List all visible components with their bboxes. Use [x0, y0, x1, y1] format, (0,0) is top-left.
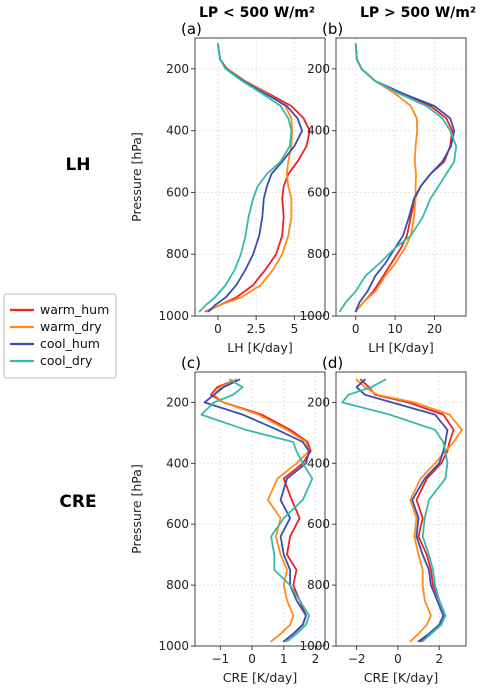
x-axis-label: CRE [K/day] [223, 670, 297, 685]
y-tick-label: 400 [166, 456, 189, 470]
axes-frame [194, 371, 326, 647]
panel-label: (d) [322, 354, 343, 372]
y-tick-label: 200 [307, 62, 330, 76]
y-tick-label: 600 [166, 517, 189, 531]
panel-label: (a) [181, 20, 202, 38]
y-tick-label: 400 [307, 456, 330, 470]
series-line-warm-dry [355, 378, 463, 643]
panel-b: 0 10 20 200 400 600 800 1000 LH [K/day] (b) [299, 20, 467, 355]
y-tick-label: 600 [307, 185, 330, 199]
x-tick-label: 0 [352, 322, 360, 336]
series-line-cool-dry [339, 43, 458, 313]
axes-frame [194, 37, 326, 317]
panel-c: −1 0 1 2 200 400 600 800 1000 CRE [K/day] Pressure… [129, 354, 326, 685]
x-tick-label: 2.5 [247, 322, 266, 336]
legend-label-cool-hum: cool_hum [40, 336, 100, 351]
y-tick-label: 400 [166, 124, 189, 138]
legend-label-cool-dry: cool_dry [40, 353, 93, 368]
y-tick-label: 400 [307, 124, 330, 138]
series-line-cool-hum [355, 378, 449, 643]
axes-frame [335, 371, 467, 647]
axes-frame [335, 37, 467, 317]
row-title-lh: LH [65, 155, 90, 175]
y-axis-label: Pressure [hPa] [129, 464, 144, 554]
y-tick-label: 600 [166, 185, 189, 199]
series-line-warm-dry [213, 378, 310, 643]
x-axis-label: LH [K/day] [368, 340, 434, 355]
x-tick-label: 0 [248, 652, 256, 666]
x-axis-label: CRE [K/day] [364, 670, 438, 685]
y-tick-label: 1000 [299, 639, 330, 653]
y-tick-label: 600 [307, 517, 330, 531]
series-line-cool-dry [341, 378, 449, 643]
y-tick-label: 800 [166, 247, 189, 261]
panel-a: 0 2.5 5 200 400 600 800 1000 LH [K/day] Pressure … [129, 20, 326, 355]
panel-d: −2 0 2 200 400 600 800 1000 CRE [K/day] (d) [299, 354, 467, 685]
series-line-cool-dry [200, 378, 314, 643]
x-tick-label: −2 [348, 652, 366, 666]
y-tick-label: 200 [166, 62, 189, 76]
x-tick-label: 20 [427, 322, 442, 336]
x-tick-label: 0 [394, 652, 402, 666]
x-tick-label: 5 [291, 322, 299, 336]
x-tick-label: 10 [387, 322, 402, 336]
x-axis-label: LH [K/day] [227, 340, 293, 355]
y-tick-label: 1000 [299, 309, 330, 323]
x-tick-label: 2 [435, 652, 443, 666]
x-tick-label: 0 [214, 322, 222, 336]
y-tick-label: 200 [307, 395, 330, 409]
series-line-cool-dry [198, 43, 293, 313]
legend-label-warm-hum: warm_hum [40, 302, 109, 317]
y-tick-label: 800 [307, 247, 330, 261]
legend-label-warm-dry: warm_dry [40, 319, 102, 334]
series-line-cool-hum [203, 378, 310, 643]
legend-box [3, 293, 117, 379]
y-tick-label: 200 [166, 395, 189, 409]
panel-label: (c) [181, 354, 201, 372]
column-title-low-lp: LP < 500 W/m² [199, 5, 315, 21]
legend: warm_hum warm_dry cool_hum cool_dry [3, 293, 117, 379]
y-tick-label: 1000 [158, 639, 189, 653]
y-tick-label: 800 [307, 578, 330, 592]
y-tick-label: 1000 [158, 309, 189, 323]
x-tick-label: 2 [312, 652, 320, 666]
y-tick-label: 800 [166, 578, 189, 592]
series-line-cool-hum [207, 43, 303, 313]
panel-label: (b) [322, 20, 343, 38]
y-axis-label: Pressure [hPa] [129, 132, 144, 222]
x-tick-label: 1 [280, 652, 288, 666]
row-title-cre: CRE [59, 492, 96, 512]
column-title-high-lp: LP > 500 W/m² [360, 5, 476, 21]
x-tick-label: −1 [212, 652, 230, 666]
series-line-warm-hum [210, 378, 312, 643]
